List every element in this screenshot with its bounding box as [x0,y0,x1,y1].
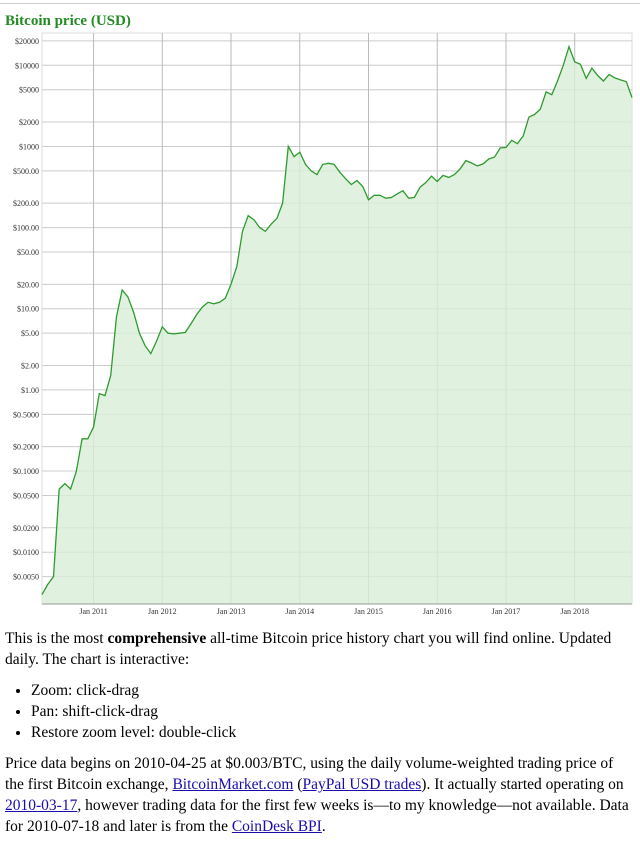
list-item: Zoom: click-drag [31,680,630,701]
x-tick-label: Jan 2017 [492,607,521,616]
y-tick-label: $2000 [19,118,39,127]
area [42,46,632,605]
text: ). It actually started operating on [421,776,624,793]
text: ( [293,776,303,793]
x-tick-label: Jan 2016 [423,607,452,616]
x-tick-label: Jan 2018 [560,607,589,616]
y-tick-label: $500.00 [13,167,39,176]
text: . [321,818,326,835]
x-tick-label: Jan 2012 [148,607,177,616]
x-tick-label: Jan 2013 [217,607,246,616]
y-tick-label: $0.5000 [13,410,39,419]
y-tick-label: $5.00 [21,329,39,338]
x-tick-label: Jan 2011 [79,607,107,616]
y-tick-label: $1.00 [21,386,39,395]
y-tick-label: $0.0500 [13,491,39,500]
y-tick-label: $20.00 [17,280,39,289]
y-tick-label: $2.00 [21,361,39,370]
y-tick-label: $0.1000 [13,467,39,476]
y-tick-label: $1000 [19,142,39,151]
intro: This is the most comprehensive all-time … [5,628,630,670]
y-tick-label: $10.00 [17,305,39,314]
text: , however trading data for the first few… [5,797,629,835]
bold-text: comprehensive [107,630,207,647]
y-tick-label: $200.00 [13,199,39,208]
list-item: Restore zoom level: double-click [31,722,630,743]
text-block: This is the most comprehensive all-time … [5,628,630,847]
list-item: Pan: shift-click-drag [31,701,630,722]
note: Price data begins on 2010-04-25 at $0.00… [5,753,630,837]
y-tick-label: $10000 [15,61,39,70]
y-tick-label: $50.00 [17,248,39,257]
y-tick-label: $0.2000 [13,443,39,452]
link[interactable]: PayPal USD trades [302,776,422,793]
link[interactable]: 2010-03-17 [5,797,78,814]
y-tick-label: $0.0100 [13,548,39,557]
x-tick-label: Jan 2014 [285,607,314,616]
link[interactable]: BitcoinMarket.com [172,776,294,793]
y-tick-label: $0.0200 [13,524,39,533]
y-tick-label: $5000 [19,86,39,95]
x-tick-label: Jan 2015 [354,607,383,616]
y-tick-label: $20000 [15,37,39,46]
link[interactable]: CoinDesk BPI [231,818,322,835]
chart-title: Bitcoin price (USD) [5,13,131,29]
chart: Bitcoin price (USD) $20000 $10000 $5000 $20… [0,3,640,616]
price-line [41,44,633,595]
y-tick-label: $0.0050 [13,573,39,582]
text: all-time Bitcoin price history chart you… [5,630,612,668]
list: Zoom: click-drag Pan: shift-click-drag R… [5,680,630,743]
text: Price data begins on 2010-04-25 at $0.00… [5,755,614,793]
text: This is the most [5,630,108,647]
y-tick-label: $100.00 [13,224,39,233]
